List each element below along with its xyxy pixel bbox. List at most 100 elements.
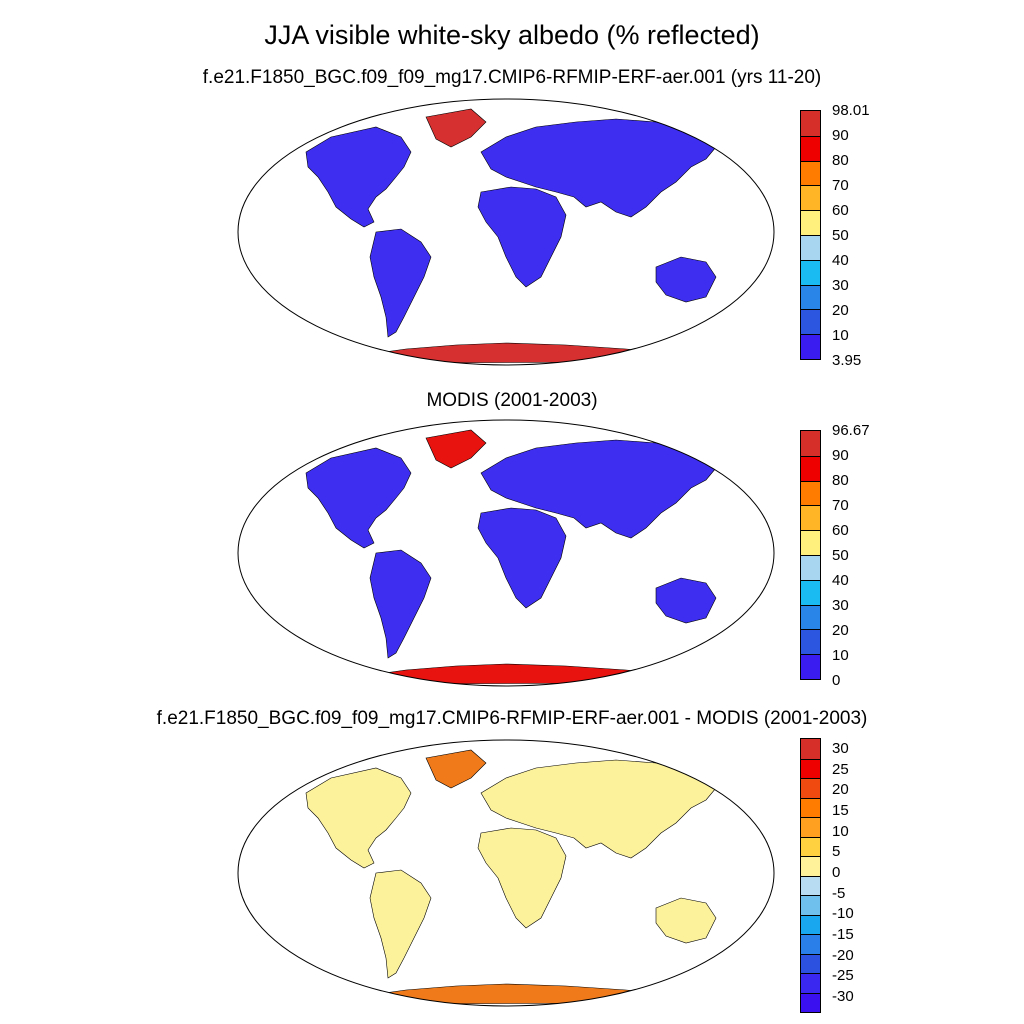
australia-landmass — [655, 256, 717, 303]
map-outline — [237, 739, 775, 1007]
colorbar-tick-label: 70 — [832, 177, 849, 194]
colorbar-swatch — [801, 185, 820, 211]
colorbar-tick-label: 10 — [832, 327, 849, 344]
colorbar-tick-label: 40 — [832, 252, 849, 269]
colorbar-swatch — [801, 259, 820, 285]
colorbar-tick-label: 50 — [832, 227, 849, 244]
colorbar-tick-label: 5 — [832, 843, 841, 861]
colorbar-tick-label: 10 — [832, 822, 849, 840]
eurasia-landmass — [480, 759, 717, 859]
colorbar-swatch — [801, 210, 820, 235]
north-america-landmass — [305, 447, 412, 549]
colorbar-tick-label: 30 — [832, 740, 849, 757]
map-outline — [237, 98, 775, 366]
south-america-landmass — [369, 228, 432, 338]
colorbar-tick-label: 60 — [832, 202, 849, 219]
colorbar-tick-label: -20 — [832, 946, 854, 964]
panel-3-subtitle: f.e21.F1850_BGC.f09_f09_mg17.CMIP6-RFMIP… — [156, 708, 868, 729]
africa-landmass — [477, 507, 567, 609]
colorbar-tick-label: 0 — [832, 672, 841, 689]
colorbar-swatch — [801, 160, 820, 186]
greenland-landmass — [425, 108, 487, 148]
colorbar-swatch — [801, 284, 820, 310]
colorbar-swatch — [801, 455, 820, 481]
colorbar-swatch — [801, 856, 820, 876]
colorbar-swatch — [801, 431, 820, 456]
colorbar-swatch — [801, 629, 820, 655]
colorbar-swatch — [801, 604, 820, 630]
colorbar-swatch — [801, 875, 820, 895]
colorbar-swatch — [801, 953, 820, 973]
colorbar-swatch — [801, 934, 820, 954]
africa-landmass — [477, 827, 567, 929]
colorbar-swatch — [801, 895, 820, 915]
colorbar-swatch — [801, 992, 820, 1012]
colorbar-tick-label: -15 — [832, 926, 854, 943]
colorbar-tick-label: 10 — [832, 647, 849, 664]
australia-landmass — [655, 897, 717, 944]
colorbar-tick-label: 98.01 — [832, 102, 870, 119]
panel-2-colorbar — [800, 430, 821, 680]
colorbar-tick-label: -5 — [832, 884, 846, 902]
colorbar-swatch — [801, 505, 820, 531]
colorbar-tick-label: -30 — [832, 988, 854, 1005]
colorbar-swatch — [801, 334, 820, 359]
greenland-landmass — [425, 749, 487, 789]
colorbar-tick-label: 90 — [832, 447, 849, 464]
panel-1-colorbar — [800, 110, 821, 360]
colorbar-swatch — [801, 914, 820, 934]
colorbar-swatch — [801, 778, 820, 798]
colorbar-tick-label: 96.67 — [832, 422, 870, 439]
colorbar-tick-label: 90 — [832, 127, 849, 144]
map-outline — [237, 419, 775, 687]
colorbar-swatch — [801, 797, 820, 817]
panel-2-subtitle: MODIS (2001-2003) — [426, 390, 598, 411]
africa-landmass — [477, 186, 567, 288]
colorbar-tick-label: 80 — [832, 152, 849, 169]
colorbar-swatch — [801, 111, 820, 136]
colorbar-swatch — [801, 973, 820, 993]
north-america-landmass — [305, 126, 412, 228]
colorbar-tick-label: 25 — [832, 760, 849, 778]
colorbar-tick-label: 60 — [832, 522, 849, 539]
panel-2-map — [237, 419, 775, 687]
main-title: JJA visible white-sky albedo (% reflecte… — [264, 20, 760, 50]
south-america-landmass — [369, 549, 432, 659]
colorbar-tick-label: -10 — [832, 905, 854, 923]
colorbar-tick-label: 30 — [832, 597, 849, 614]
colorbar-tick-label: 20 — [832, 622, 849, 639]
colorbar-tick-label: 80 — [832, 472, 849, 489]
colorbar-tick-label: 3.95 — [832, 352, 862, 369]
colorbar-swatch — [801, 817, 820, 837]
colorbar-tick-label: 20 — [832, 302, 849, 319]
panel-3-map — [237, 739, 775, 1007]
colorbar-swatch — [801, 135, 820, 161]
panel-3-colorbar — [800, 738, 821, 1013]
north-america-landmass — [305, 767, 412, 869]
colorbar-tick-label: 0 — [832, 864, 841, 881]
eurasia-landmass — [480, 439, 717, 539]
australia-landmass — [655, 577, 717, 624]
colorbar-tick-label: 50 — [832, 547, 849, 564]
antarctica-landmass — [315, 663, 707, 685]
colorbar-swatch — [801, 654, 820, 679]
colorbar-swatch — [801, 758, 820, 778]
antarctica-landmass — [315, 342, 707, 364]
antarctica-landmass — [315, 983, 707, 1005]
colorbar-tick-label: 15 — [832, 802, 849, 819]
colorbar-tick-label: -25 — [832, 967, 854, 985]
colorbar-swatch — [801, 554, 820, 580]
colorbar-swatch — [801, 836, 820, 856]
colorbar-tick-label: 70 — [832, 497, 849, 514]
colorbar-swatch — [801, 739, 820, 759]
south-america-landmass — [369, 869, 432, 979]
colorbar-tick-label: 40 — [832, 572, 849, 589]
colorbar-swatch — [801, 309, 820, 335]
panel-1-subtitle: f.e21.F1850_BGC.f09_f09_mg17.CMIP6-RFMIP… — [202, 67, 822, 88]
panel-1-map — [237, 98, 775, 366]
greenland-landmass — [425, 429, 487, 469]
colorbar-tick-label: 20 — [832, 781, 849, 799]
colorbar-swatch — [801, 579, 820, 605]
eurasia-landmass — [480, 118, 717, 218]
colorbar-swatch — [801, 234, 820, 260]
